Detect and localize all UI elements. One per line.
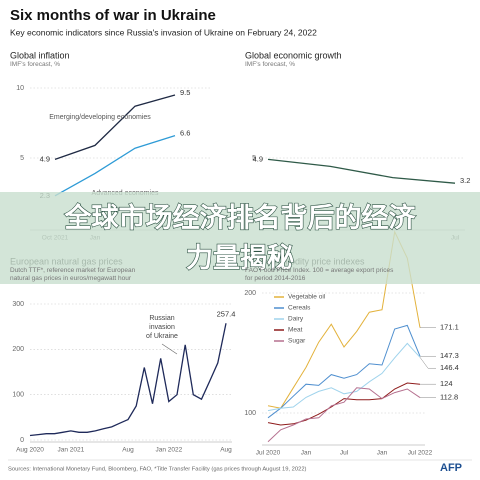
chart-title: Global economic growth: [245, 50, 342, 60]
value-label: 112.8: [440, 393, 458, 402]
page-subtitle: Key economic indicators since Russia's i…: [10, 27, 317, 37]
y-tick-label: 5: [252, 155, 256, 162]
series-line: [267, 158, 456, 184]
series-line: [29, 323, 227, 437]
y-tick-label: 100: [244, 410, 256, 417]
value-label: 3.2: [460, 176, 470, 185]
overlay-band: [0, 192, 480, 284]
y-tick-label: 0: [20, 437, 24, 444]
annotation: invasion: [149, 324, 175, 331]
value-label: 4.9: [40, 154, 50, 163]
x-tick-label: Aug: [220, 447, 232, 454]
x-tick-label: Jan: [301, 450, 312, 457]
overlay-title: 全球市场经济排名背后的经济: [64, 202, 417, 233]
legend-label: Dairy: [288, 316, 304, 323]
annotation-arrow: [161, 343, 178, 355]
y-tick-label: 5: [20, 155, 24, 162]
chart-subtitle: IMF's forecast, %: [10, 61, 61, 68]
x-tick-label: Jan: [377, 450, 388, 457]
legend-label: Meat: [288, 327, 303, 334]
value-label: 146.4: [440, 363, 459, 372]
legend-label: Cereals: [288, 305, 311, 312]
x-tick-label: Jul 2020: [256, 450, 281, 457]
value-label: 9.5: [180, 88, 190, 97]
y-tick-label: 300: [12, 301, 24, 308]
value-label: 6.6: [180, 129, 190, 138]
leader-line: [419, 357, 436, 369]
value-label: 147.3: [440, 351, 459, 360]
series-line: [267, 324, 421, 419]
value-label: 171.1: [440, 323, 459, 332]
x-tick-label: Jul: [340, 450, 349, 457]
series-line: [54, 134, 176, 197]
annotation: of Ukraine: [146, 333, 178, 340]
series-line: [267, 382, 421, 426]
chart-subtitle: Dutch TTF*, reference market for Europea…: [10, 267, 136, 282]
value-label: 4.9: [253, 154, 263, 163]
page-title: Six months of war in Ukraine: [10, 7, 216, 24]
chart-subtitle: IMF's forecast, %: [245, 61, 296, 68]
series-line: [267, 387, 421, 443]
source: Sources: International Monetary Fund, Bl…: [8, 467, 307, 473]
y-tick-label: 10: [16, 85, 24, 92]
x-tick-label: Jan 2022: [155, 447, 182, 454]
value-label: 257.4: [217, 309, 236, 318]
logo: AFP: [440, 462, 462, 474]
legend-label: Vegetable oil: [288, 294, 326, 301]
y-tick-label: 200: [12, 346, 24, 353]
y-tick-label: 200: [244, 290, 256, 297]
series-line: [267, 342, 421, 412]
chart-subtitle: FAO Food Price Index. 100 = average expo…: [245, 267, 394, 282]
overlay-title: 力量揭秘: [186, 243, 294, 273]
x-tick-label: Jul 2022: [408, 450, 433, 457]
series-line: [54, 94, 176, 161]
x-tick-label: Jan 2021: [57, 447, 84, 454]
x-tick-label: Aug 2020: [16, 447, 44, 454]
chart-title: Global inflation: [10, 50, 70, 60]
annotation: Russian: [149, 315, 174, 322]
value-label: 124: [440, 379, 453, 388]
y-tick-label: 100: [12, 392, 24, 399]
legend-label: Sugar: [288, 338, 306, 345]
series-label: Emerging/developing economies: [49, 114, 151, 121]
x-tick-label: Aug: [122, 447, 134, 454]
